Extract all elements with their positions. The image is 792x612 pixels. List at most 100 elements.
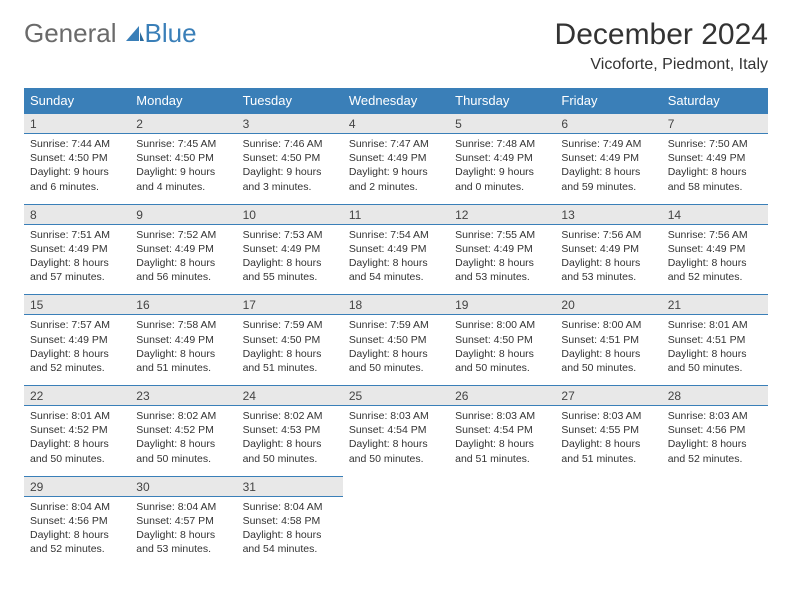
day-content-cell <box>555 496 661 566</box>
sunset-text: Sunset: 4:50 PM <box>243 151 337 165</box>
day-number-cell: 13 <box>555 204 661 224</box>
sunrise-text: Sunrise: 8:03 AM <box>668 409 762 423</box>
logo-text-1: General <box>24 18 117 49</box>
daylight-text: Daylight: 8 hours and 52 minutes. <box>668 437 762 465</box>
day-content-cell: Sunrise: 8:03 AMSunset: 4:54 PMDaylight:… <box>449 406 555 477</box>
daylight-text: Daylight: 8 hours and 52 minutes. <box>668 256 762 284</box>
sunset-text: Sunset: 4:52 PM <box>30 423 124 437</box>
day-content-cell: Sunrise: 7:57 AMSunset: 4:49 PMDaylight:… <box>24 315 130 386</box>
sunrise-text: Sunrise: 7:48 AM <box>455 137 549 151</box>
sunrise-text: Sunrise: 8:03 AM <box>455 409 549 423</box>
sunrise-text: Sunrise: 7:56 AM <box>668 228 762 242</box>
sunset-text: Sunset: 4:56 PM <box>668 423 762 437</box>
day-number-cell: 12 <box>449 204 555 224</box>
day-content-cell: Sunrise: 7:56 AMSunset: 4:49 PMDaylight:… <box>662 224 768 295</box>
location: Vicoforte, Piedmont, Italy <box>555 56 768 74</box>
content-row: Sunrise: 7:57 AMSunset: 4:49 PM Daylight:… <box>24 315 768 386</box>
day-number-cell: 16 <box>130 295 236 315</box>
day-number-cell <box>449 476 555 496</box>
daynum-row: 22232425262728 <box>24 386 768 406</box>
sunset-text: Sunset: 4:49 PM <box>30 333 124 347</box>
daylight-text: Daylight: 8 hours and 54 minutes. <box>349 256 443 284</box>
sunset-text: Sunset: 4:49 PM <box>455 242 549 256</box>
day-content-cell: Sunrise: 7:50 AMSunset: 4:49 PMDaylight:… <box>662 134 768 205</box>
day-content-cell: Sunrise: 8:04 AMSunset: 4:57 PMDaylight:… <box>130 496 236 566</box>
day-number-cell: 11 <box>343 204 449 224</box>
daylight-text: Daylight: 8 hours and 57 minutes. <box>30 256 124 284</box>
sunrise-text: Sunrise: 7:47 AM <box>349 137 443 151</box>
sunset-text: Sunset: 4:49 PM <box>349 151 443 165</box>
day-content-cell: Sunrise: 8:01 AMSunset: 4:51 PMDaylight:… <box>662 315 768 386</box>
sunrise-text: Sunrise: 7:49 AM <box>561 137 655 151</box>
sunrise-text: Sunrise: 7:51 AM <box>30 228 124 242</box>
daylight-text: Daylight: 8 hours and 54 minutes. <box>243 528 337 556</box>
day-number-cell: 1 <box>24 114 130 134</box>
content-row: Sunrise: 8:01 AMSunset: 4:52 PMDaylight:… <box>24 406 768 477</box>
daylight-text: Daylight: 9 hours and 4 minutes. <box>136 165 230 193</box>
day-number-cell: 26 <box>449 386 555 406</box>
sunset-text: Sunset: 4:52 PM <box>136 423 230 437</box>
daylight-text: Daylight: 8 hours and 53 minutes. <box>561 256 655 284</box>
day-number-cell: 15 <box>24 295 130 315</box>
weekday-header: Thursday <box>449 88 555 114</box>
day-content-cell: Sunrise: 7:58 AMSunset: 4:49 PMDaylight:… <box>130 315 236 386</box>
sunset-text: Sunset: 4:49 PM <box>349 242 443 256</box>
sunset-text: Sunset: 4:49 PM <box>561 151 655 165</box>
sunrise-text: Sunrise: 7:59 AM <box>349 318 443 332</box>
sunrise-text: Sunrise: 7:55 AM <box>455 228 549 242</box>
day-number-cell: 2 <box>130 114 236 134</box>
daylight-text: Daylight: 8 hours and 50 minutes. <box>349 437 443 465</box>
day-content-cell: Sunrise: 7:54 AMSunset: 4:49 PMDaylight:… <box>343 224 449 295</box>
day-number-cell: 21 <box>662 295 768 315</box>
weekday-header: Monday <box>130 88 236 114</box>
day-content-cell: Sunrise: 7:44 AMSunset: 4:50 PMDaylight:… <box>24 134 130 205</box>
daylight-text: Daylight: 8 hours and 51 minutes. <box>561 437 655 465</box>
weekday-header: Saturday <box>662 88 768 114</box>
sunset-text: Sunset: 4:54 PM <box>455 423 549 437</box>
daylight-text: Daylight: 9 hours and 2 minutes. <box>349 165 443 193</box>
day-content-cell: Sunrise: 7:55 AMSunset: 4:49 PMDaylight:… <box>449 224 555 295</box>
sunset-text: Sunset: 4:53 PM <box>243 423 337 437</box>
sunrise-text: Sunrise: 7:50 AM <box>668 137 762 151</box>
sunset-text: Sunset: 4:55 PM <box>561 423 655 437</box>
content-row: Sunrise: 7:44 AMSunset: 4:50 PMDaylight:… <box>24 134 768 205</box>
daylight-text: Daylight: 9 hours and 3 minutes. <box>243 165 337 193</box>
sunrise-text: Sunrise: 7:59 AM <box>243 318 337 332</box>
weekday-header: Sunday <box>24 88 130 114</box>
day-content-cell: Sunrise: 7:56 AMSunset: 4:49 PMDaylight:… <box>555 224 661 295</box>
weekday-header: Friday <box>555 88 661 114</box>
day-content-cell: Sunrise: 7:59 AMSunset: 4:50 PMDaylight:… <box>237 315 343 386</box>
page-title: December 2024 <box>555 18 768 52</box>
day-number-cell: 9 <box>130 204 236 224</box>
day-number-cell: 24 <box>237 386 343 406</box>
sunrise-text: Sunrise: 8:00 AM <box>561 318 655 332</box>
day-content-cell: Sunrise: 7:51 AMSunset: 4:49 PMDaylight:… <box>24 224 130 295</box>
sunrise-text: Sunrise: 8:00 AM <box>455 318 549 332</box>
calendar-table: SundayMondayTuesdayWednesdayThursdayFrid… <box>24 88 768 566</box>
day-number-cell: 3 <box>237 114 343 134</box>
daylight-text: Daylight: 8 hours and 55 minutes. <box>243 256 337 284</box>
day-content-cell: Sunrise: 7:49 AMSunset: 4:49 PMDaylight:… <box>555 134 661 205</box>
day-content-cell: Sunrise: 7:47 AMSunset: 4:49 PMDaylight:… <box>343 134 449 205</box>
daylight-text: Daylight: 8 hours and 50 minutes. <box>561 347 655 375</box>
sunrise-text: Sunrise: 7:57 AM <box>30 318 124 332</box>
sunrise-text: Sunrise: 7:45 AM <box>136 137 230 151</box>
day-number-cell: 27 <box>555 386 661 406</box>
content-row: Sunrise: 8:04 AMSunset: 4:56 PMDaylight:… <box>24 496 768 566</box>
day-number-cell: 29 <box>24 476 130 496</box>
sunset-text: Sunset: 4:57 PM <box>136 514 230 528</box>
day-number-cell: 4 <box>343 114 449 134</box>
daylight-text: Daylight: 8 hours and 50 minutes. <box>136 437 230 465</box>
sunrise-text: Sunrise: 8:01 AM <box>668 318 762 332</box>
day-number-cell: 30 <box>130 476 236 496</box>
daynum-row: 293031 <box>24 476 768 496</box>
daylight-text: Daylight: 8 hours and 51 minutes. <box>136 347 230 375</box>
day-number-cell <box>662 476 768 496</box>
day-number-cell: 18 <box>343 295 449 315</box>
day-number-cell: 7 <box>662 114 768 134</box>
header: General Blue December 2024 Vicoforte, Pi… <box>24 18 768 74</box>
sunrise-text: Sunrise: 8:03 AM <box>561 409 655 423</box>
day-content-cell: Sunrise: 7:59 AMSunset: 4:50 PMDaylight:… <box>343 315 449 386</box>
sunrise-text: Sunrise: 7:53 AM <box>243 228 337 242</box>
daylight-text: Daylight: 8 hours and 50 minutes. <box>30 437 124 465</box>
